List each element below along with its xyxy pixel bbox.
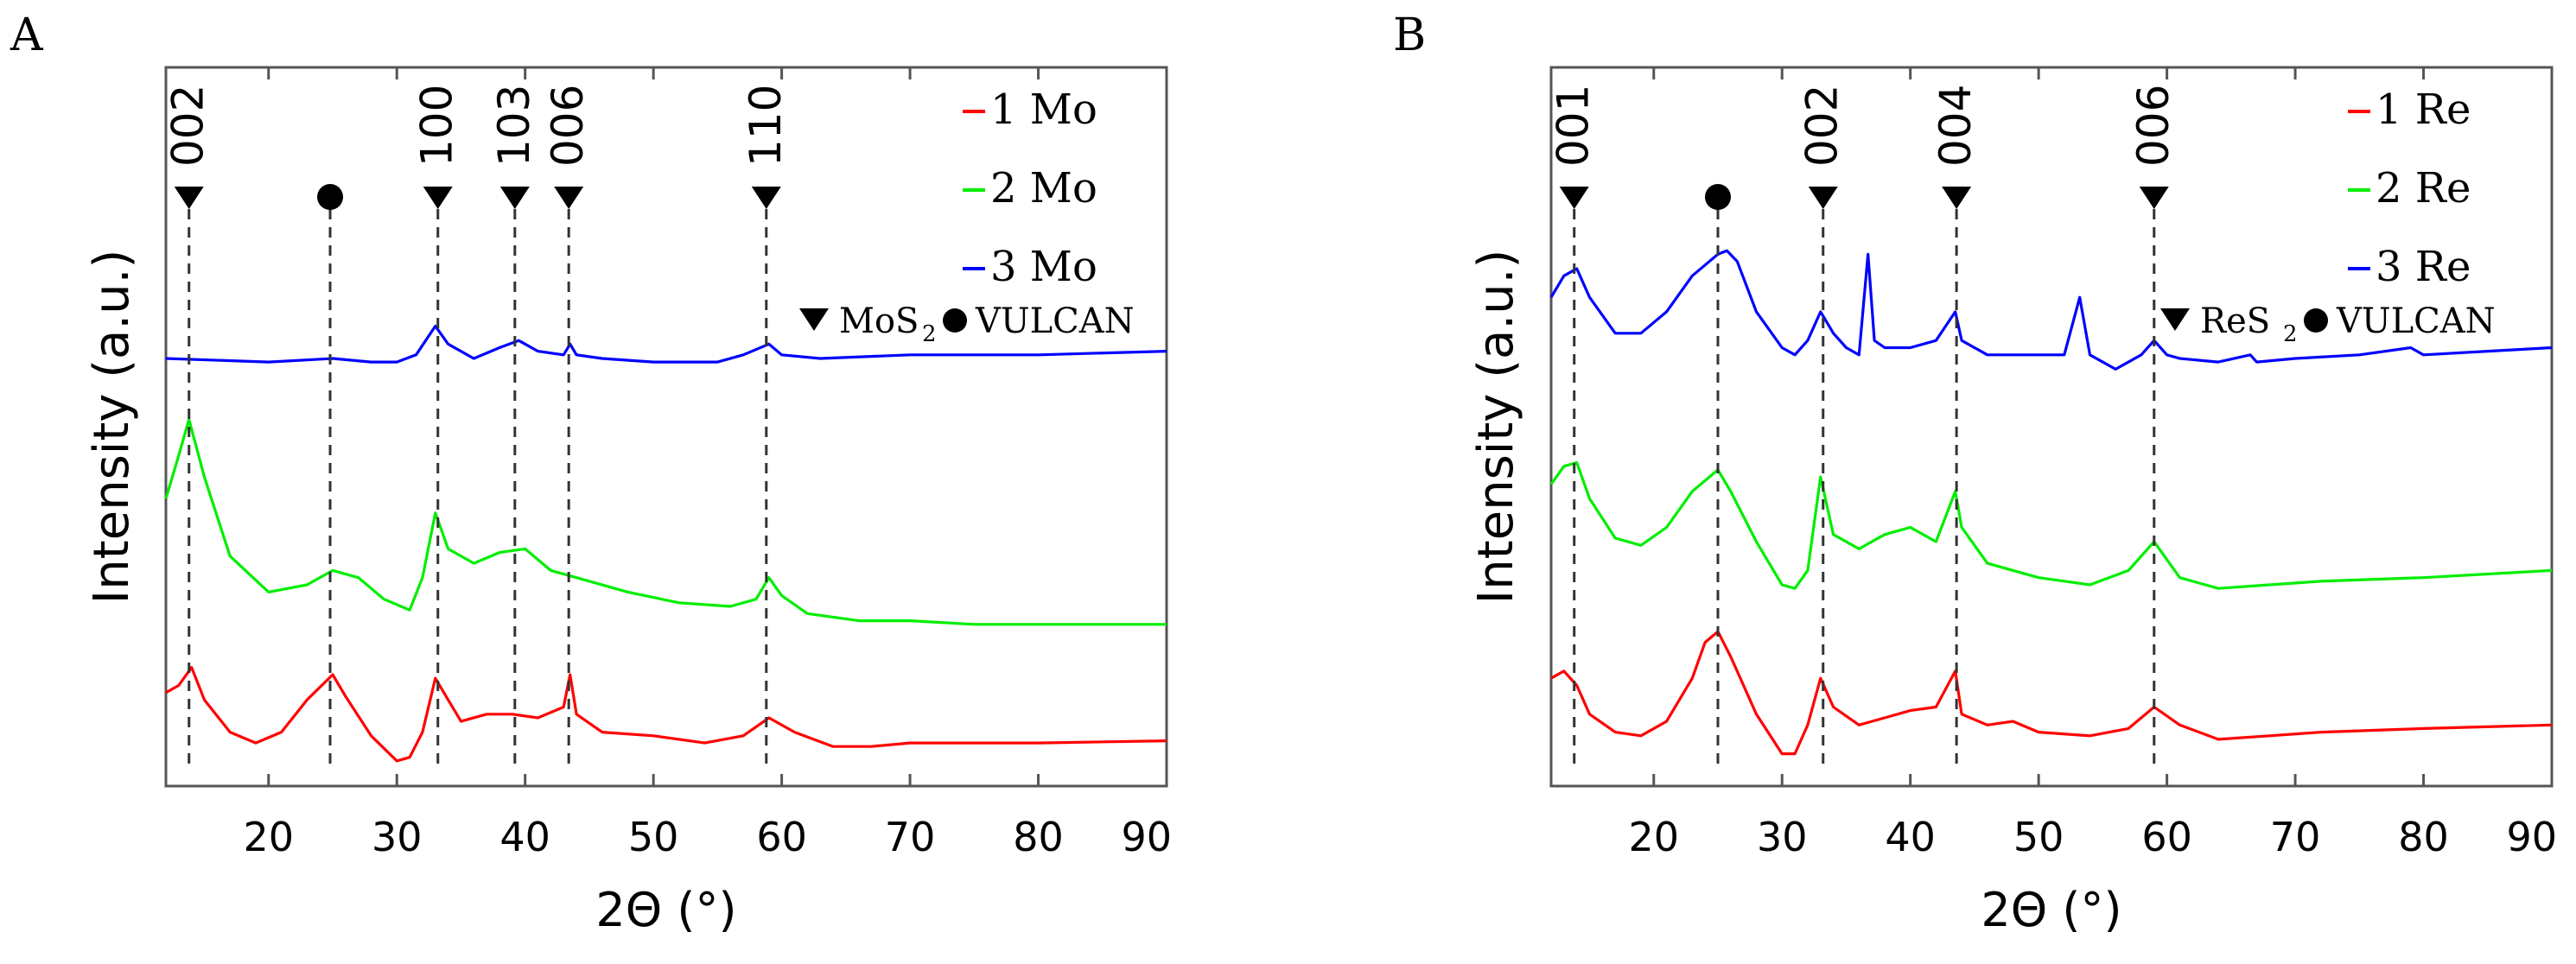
phase-legend-triangle-icon	[2160, 308, 2190, 331]
legend-entry: 2 Mo	[990, 164, 1097, 212]
panel-label: B	[1393, 10, 1426, 61]
phase-marker	[499, 187, 530, 209]
x-tick-label: 30	[1757, 814, 1808, 860]
phase-legend-phase1: MoS	[839, 301, 919, 341]
x-tick-label: 20	[1628, 814, 1679, 860]
reflection-label: 006	[2128, 85, 2178, 167]
x-tick-label: 50	[2013, 814, 2064, 860]
legend-entry: 1 Re	[2376, 86, 2471, 134]
phase-marker	[174, 187, 204, 209]
reflection-label: 002	[163, 85, 213, 167]
series-line-1	[1550, 630, 2553, 756]
plot-frame	[164, 66, 1168, 788]
phase-legend-triangle-icon	[799, 308, 829, 331]
legend-entry: 1 Mo	[990, 86, 1097, 134]
series-line-3	[165, 324, 1167, 364]
series-line-1	[165, 666, 1167, 763]
y-axis-label: Intensity (a.u.)	[1468, 250, 1524, 605]
phase-marker	[1559, 187, 1589, 209]
x-tick-label: 50	[628, 814, 679, 860]
phase-legend-circle-icon	[943, 308, 967, 333]
y-axis-label: Intensity (a.u.)	[84, 250, 140, 605]
x-tick-label: 60	[756, 814, 807, 860]
x-axis-label: 2Θ (°)	[1981, 883, 2121, 937]
legend-entry: 3 Re	[2376, 243, 2471, 291]
phase-legend-phase2: VULCAN	[975, 301, 1135, 341]
reflection-label: 006	[543, 85, 593, 167]
x-tick-label: 80	[1013, 814, 1064, 860]
panel-label: A	[10, 10, 44, 61]
x-tick-label: 70	[2270, 814, 2321, 860]
vulcan-marker	[1705, 184, 1731, 210]
reflection-label: 001	[1549, 85, 1599, 167]
x-tick-label: 90	[2506, 814, 2557, 860]
reflection-label: 100	[412, 85, 462, 167]
reflection-label: 004	[1930, 85, 1981, 167]
phase-legend-subscript: 2	[922, 321, 937, 347]
series-line-2	[164, 418, 1167, 626]
phase-legend-subscript: 2	[2283, 321, 2298, 347]
legend-entry: 3 Mo	[990, 243, 1097, 291]
phase-legend-circle-icon	[2304, 308, 2328, 333]
panel-b: B 20 30 40 50 60 70 80 90 2Θ (°) Intensity (a.u.) 0…	[1393, 10, 2557, 937]
phase-marker	[554, 187, 584, 209]
x-tick-label: 40	[1885, 814, 1936, 860]
phase-marker	[1942, 187, 1972, 209]
series-line-3	[1549, 249, 2553, 371]
x-tick-label: 60	[2141, 814, 2192, 860]
reflection-label: 002	[1797, 85, 1848, 167]
x-tick-label: 30	[372, 814, 423, 860]
reflection-label: 103	[489, 85, 539, 167]
phase-marker	[1808, 187, 1838, 209]
plot-frame	[1549, 66, 2554, 788]
phase-marker	[2139, 187, 2169, 209]
x-axis-label: 2Θ (°)	[595, 883, 736, 937]
x-tick-label: 40	[499, 814, 550, 860]
x-tick-label: 20	[243, 814, 294, 860]
phase-legend-phase1: ReS	[2200, 301, 2270, 341]
x-tick-label: 70	[885, 814, 936, 860]
x-tick-label: 80	[2398, 814, 2449, 860]
x-tick-label: 90	[1121, 814, 1172, 860]
legend-entry: 2 Re	[2376, 164, 2471, 212]
reflection-label: 110	[741, 85, 791, 167]
phase-legend-phase2: VULCAN	[2336, 301, 2496, 341]
panel-a: A 20 30 40 50 60 70 80 90 2Θ (°) Intensity (a.u.) 0…	[10, 10, 1172, 937]
vulcan-marker	[317, 184, 344, 210]
series-line-2	[1549, 460, 2553, 590]
phase-marker	[751, 187, 781, 209]
phase-marker	[423, 187, 453, 209]
